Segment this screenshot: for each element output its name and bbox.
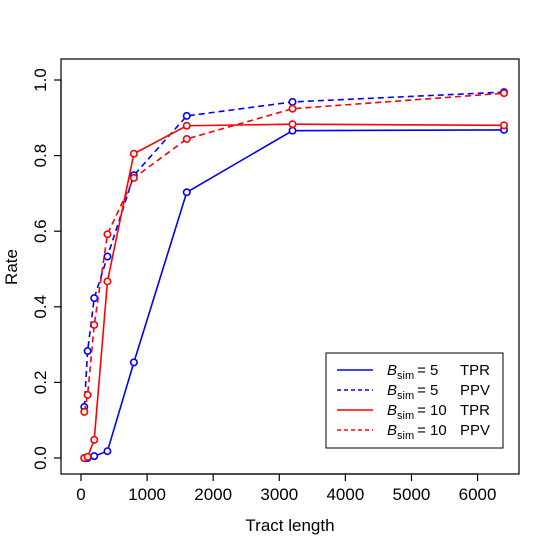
data-point [288, 120, 297, 129]
data-point [83, 347, 92, 356]
y-tick-label: 0.8 [31, 144, 50, 168]
data-point [129, 173, 138, 182]
y-axis: 0.0 0.2 0.4 0.6 0.8 1.0 [31, 68, 62, 470]
series-line-3 [83, 92, 505, 413]
legend-subscript: sim [397, 410, 414, 422]
legend-symbol: B [387, 382, 397, 399]
data-point [499, 121, 508, 130]
data-point [129, 358, 138, 367]
data-point [129, 149, 138, 158]
data-point [103, 230, 112, 239]
x-tick-label: 0 [76, 485, 85, 504]
legend-symbol: B [387, 402, 397, 419]
data-point [288, 104, 297, 113]
y-tick-label: 0.0 [31, 446, 50, 470]
data-point [90, 294, 99, 303]
data-point [90, 435, 99, 444]
legend-metric: TPR [460, 362, 490, 379]
series-layer [80, 88, 508, 462]
legend-label: Bsim = 10 PPV [387, 422, 490, 442]
data-point [83, 452, 92, 461]
legend-metric: PPV [460, 422, 490, 439]
legend-subscript: sim [397, 370, 414, 382]
legend-symbol: B [387, 362, 397, 379]
legend-subscript: sim [397, 390, 414, 402]
y-tick-label: 0.6 [31, 219, 50, 243]
legend-value: = 10 [417, 422, 447, 439]
y-tick-label: 1.0 [31, 68, 50, 92]
y-tick-label: 0.4 [31, 295, 50, 319]
data-point [182, 121, 191, 130]
legend-value: = 5 [417, 382, 438, 399]
legend-box [325, 352, 504, 449]
data-point [499, 89, 508, 98]
data-point [103, 447, 112, 456]
x-tick-label: 5000 [393, 485, 431, 504]
legend-metric: TPR [460, 402, 490, 419]
data-point [182, 188, 191, 197]
data-point [182, 134, 191, 143]
data-point [90, 320, 99, 329]
x-axis-label: Tract length [245, 516, 334, 535]
data-point [80, 407, 89, 416]
y-tick-label: 0.2 [31, 371, 50, 395]
data-point [182, 111, 191, 120]
data-point [288, 97, 297, 106]
legend-label: Bsim = 5 TPR [387, 362, 490, 382]
x-tick-label: 2000 [194, 485, 232, 504]
x-tick-label: 6000 [459, 485, 497, 504]
legend-subscript: sim [397, 430, 414, 442]
data-point [288, 126, 297, 135]
legend-label: Bsim = 10 TPR [387, 402, 490, 422]
legend-value: = 10 [417, 402, 447, 419]
y-axis-label: Rate [2, 249, 21, 285]
legend-label: Bsim = 5 PPV [387, 382, 490, 402]
legend-symbol: B [387, 422, 397, 439]
data-point [90, 452, 99, 461]
data-point [103, 277, 112, 286]
x-tick-label: 4000 [326, 485, 364, 504]
x-tick-label: 1000 [128, 485, 166, 504]
legend-value: = 5 [417, 362, 438, 379]
x-tick-label: 3000 [260, 485, 298, 504]
data-point [83, 390, 92, 399]
data-point [103, 252, 112, 261]
x-axis: 0 1000 2000 3000 4000 5000 6000 [76, 473, 497, 504]
legend-metric: PPV [460, 382, 490, 399]
